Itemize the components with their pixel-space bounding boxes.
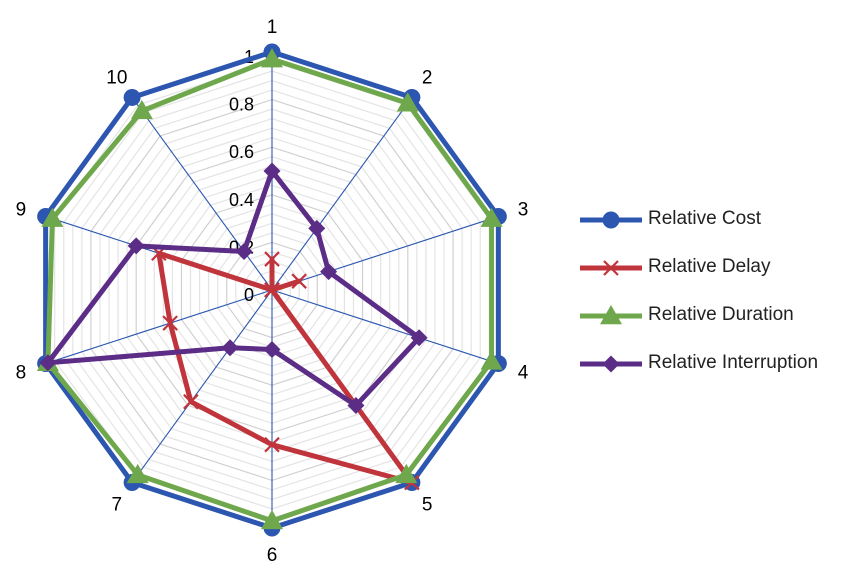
series-line [156,250,415,486]
legend-swatch [580,211,642,229]
category-labels: 1 2 3 4 5 6 7 8 9 10 [16,17,529,566]
x-marker [264,251,280,267]
diamond-marker [308,219,326,237]
diamond-marker [235,242,253,260]
legend-swatch [580,305,642,325]
diamond-marker [127,237,145,255]
category-label-3: 3 [518,199,529,220]
spoke-7 [131,289,273,483]
diamond-marker [410,329,428,347]
series-relative-duration [36,48,503,530]
x-marker [291,273,307,289]
category-label-7: 7 [112,495,123,516]
legend-label: Relative Delay [648,256,771,277]
category-label-2: 2 [422,67,433,88]
diamond-marker [602,355,620,373]
series-group [36,43,507,537]
diamond-marker [347,397,365,415]
legend-swatch [580,260,642,276]
spoke-8 [45,289,273,365]
category-label-1: 1 [267,17,278,38]
circle-marker [602,211,620,229]
r-tick-label: 0.4 [229,190,254,210]
legend-label: Relative Interruption [648,352,819,373]
x-marker [264,436,280,453]
x-marker [603,260,619,276]
triangle-marker [41,207,64,227]
r-tick-label: 0 [244,285,254,305]
legend-item: Relative Cost [578,198,863,246]
series-relative-delay [151,245,420,491]
diamond-marker [263,162,281,180]
spoke-3 [271,215,499,291]
triangle-marker [126,463,149,484]
legend-swatch [580,355,642,373]
r-tick-label: 0.6 [229,142,254,162]
category-label-5: 5 [422,495,433,516]
spoke-2 [271,97,413,291]
x-marker [162,315,178,331]
triangle-marker [261,48,283,68]
triangle-marker [480,350,503,370]
triangle-marker [261,509,283,530]
legend-label: Relative Duration [648,304,794,325]
category-label-10: 10 [106,67,127,88]
triangle-marker [600,305,622,325]
spoke-4 [271,289,499,365]
circle-marker [123,88,141,106]
category-label-9: 9 [16,199,27,220]
x-marker [264,282,280,298]
x-marker [183,393,199,410]
legend-item: Relative Duration [578,294,863,342]
legend-item: Relative Interruption [578,342,863,390]
triangle-marker [480,207,503,227]
legend-label: Relative Cost [648,208,761,229]
triangle-marker [395,463,418,484]
diamond-marker [221,339,239,357]
category-label-8: 8 [16,363,27,384]
r-tick-label: 0.8 [229,95,254,115]
series-relative-interruption [39,162,428,415]
legend: Relative Cost Relative Delay Relative Dura… [578,198,863,390]
category-label-4: 4 [518,363,529,384]
legend-item: Relative Delay [578,246,863,294]
triangle-marker [396,92,419,112]
diamond-marker [320,263,338,281]
triangle-marker [130,99,153,120]
category-label-6: 6 [267,545,278,566]
diamond-marker [263,341,281,358]
diamond-marker [39,354,57,372]
spoke-10 [131,97,273,291]
